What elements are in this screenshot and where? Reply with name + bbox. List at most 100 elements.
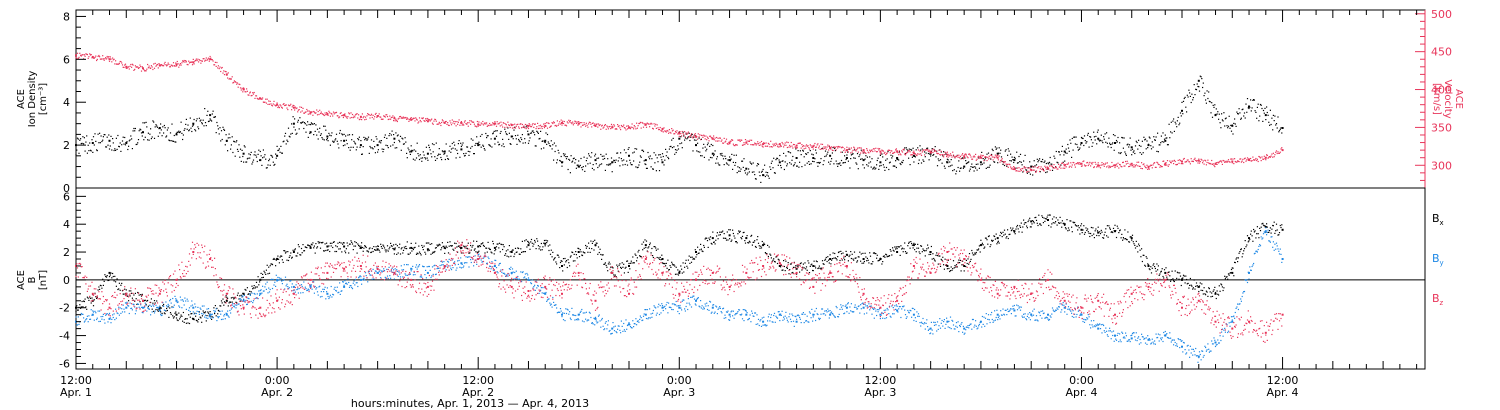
velocity-sample <box>188 62 191 64</box>
velocity-sample <box>1225 160 1227 162</box>
velocity-sample <box>1046 166 1048 168</box>
bx-sample <box>1112 231 1114 234</box>
density-sample <box>408 149 410 151</box>
bx-sample <box>432 251 434 253</box>
velocity-sample <box>1179 159 1181 161</box>
bx-sample <box>343 242 345 244</box>
velocity-sample <box>369 117 371 119</box>
velocity-sample <box>1218 161 1220 163</box>
velocity-axis-title-line2: Velocity <box>1442 79 1453 118</box>
bx-sample <box>1248 240 1250 242</box>
velocity-sample <box>89 53 91 55</box>
velocity-sample <box>223 70 225 72</box>
bx-sample <box>383 245 385 247</box>
velocity-sample <box>974 156 976 158</box>
density-sample <box>1240 117 1242 119</box>
density-point <box>695 144 697 147</box>
bx-sample <box>104 274 106 276</box>
velocity-sample <box>302 107 304 109</box>
velocity-sample <box>308 110 310 112</box>
density-sample <box>1185 106 1187 108</box>
density-sample <box>830 160 832 162</box>
density-sample <box>442 151 444 153</box>
bx-point <box>946 265 949 267</box>
velocity-sample <box>1169 160 1171 162</box>
bx-sample <box>1100 229 1102 231</box>
velocity-tick-label: 500 <box>1431 8 1452 21</box>
velocity-sample <box>459 124 461 126</box>
velocity-sample <box>177 63 179 65</box>
bx-sample <box>512 249 514 251</box>
velocity-sample <box>1087 164 1089 167</box>
velocity-sample <box>765 142 767 144</box>
density-sample <box>220 130 223 132</box>
bx-sample <box>1040 224 1042 226</box>
velocity-sample <box>921 151 923 153</box>
bx-sample <box>163 303 165 306</box>
velocity-sample <box>105 58 108 60</box>
density-sample <box>674 153 676 155</box>
density-sample <box>949 165 952 167</box>
density-sample <box>807 152 809 154</box>
bx-sample <box>1166 276 1168 278</box>
velocity-sample <box>897 152 899 154</box>
bx-sample <box>1189 284 1191 286</box>
velocity-sample <box>1006 164 1008 166</box>
density-sample <box>1081 137 1083 139</box>
velocity-sample <box>914 153 916 155</box>
velocity-sample <box>618 125 620 127</box>
bx-sample <box>310 243 312 245</box>
velocity-sample <box>113 58 115 60</box>
bx-sample <box>895 246 897 248</box>
velocity-sample <box>821 143 824 145</box>
density-sample <box>943 151 945 153</box>
bx-sample <box>937 263 939 265</box>
density-sample <box>190 127 192 129</box>
density-sample <box>783 152 785 154</box>
density-sample <box>1103 138 1105 140</box>
velocity-sample <box>524 127 526 129</box>
density-sample <box>1211 116 1214 118</box>
density-sample <box>796 165 798 167</box>
velocity-sample <box>514 123 516 125</box>
density-sample <box>1229 127 1231 129</box>
density-sample <box>133 127 135 130</box>
bx-series <box>75 214 1284 325</box>
bx-sample <box>1003 234 1005 236</box>
density-sample <box>885 159 887 161</box>
velocity-sample <box>717 137 719 139</box>
density-sample <box>185 118 187 120</box>
velocity-sample <box>77 58 79 60</box>
density-sample <box>867 165 869 167</box>
bx-point <box>795 267 798 270</box>
velocity-sample <box>444 121 446 123</box>
density-sample <box>915 149 917 151</box>
bx-sample <box>680 265 682 267</box>
bx-sample <box>580 251 582 253</box>
velocity-sample <box>1186 161 1188 163</box>
velocity-sample <box>271 105 274 107</box>
bx-sample <box>746 235 748 237</box>
density-sample <box>831 158 833 160</box>
density-sample <box>838 163 840 165</box>
bx-sample <box>88 299 90 301</box>
velocity-sample <box>527 127 530 130</box>
density-sample <box>94 133 96 135</box>
density-sample <box>983 162 985 164</box>
velocity-sample <box>873 148 875 150</box>
bx-sample <box>872 261 874 263</box>
velocity-sample <box>321 113 323 115</box>
velocity-sample <box>511 127 514 129</box>
bx-sample <box>981 242 983 244</box>
velocity-sample <box>593 124 595 126</box>
bx-sample <box>159 308 161 310</box>
velocity-sample <box>1039 168 1041 170</box>
density-sample <box>263 156 265 158</box>
velocity-sample <box>100 58 102 60</box>
density-sample <box>514 135 517 137</box>
velocity-sample <box>603 126 605 128</box>
density-sample <box>773 172 776 174</box>
bx-sample <box>1201 283 1203 285</box>
density-sample <box>876 164 878 166</box>
density-sample <box>613 160 616 162</box>
